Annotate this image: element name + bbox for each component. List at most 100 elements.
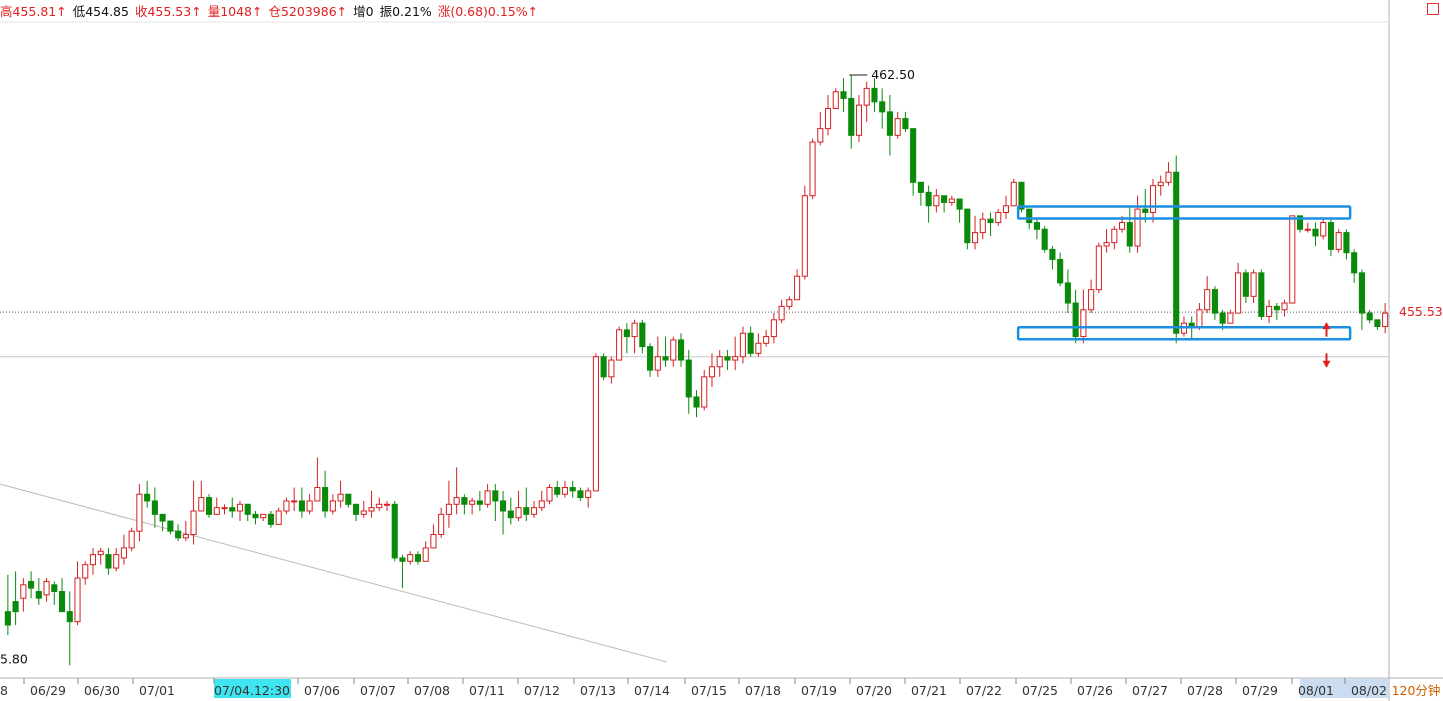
candle-up — [561, 487, 569, 495]
candle-up — [445, 503, 452, 515]
candle-up — [592, 356, 599, 492]
candle-down — [500, 500, 507, 512]
candle-up — [1266, 305, 1273, 317]
candle-up — [538, 500, 545, 509]
candle-down — [639, 322, 646, 348]
down-arrow-head — [1322, 360, 1331, 368]
period-label[interactable]: 120分钟 — [1391, 683, 1441, 698]
candle-down — [175, 530, 182, 539]
candle-up — [469, 500, 476, 505]
min-label: 5.80 — [0, 651, 28, 666]
candle-down — [205, 497, 213, 515]
candle-down — [1296, 215, 1304, 230]
date-label: 07/28 — [1187, 683, 1223, 698]
date-label: 07/22 — [966, 683, 1002, 698]
candle-up — [236, 503, 244, 512]
candle-down — [693, 396, 700, 408]
candle-up — [739, 332, 746, 358]
date-label: 07/27 — [1132, 683, 1168, 698]
maximize-icon[interactable] — [1427, 3, 1439, 15]
candle-up — [190, 510, 197, 535]
candle-up — [1080, 309, 1087, 338]
date-label: 07/20 — [856, 683, 892, 698]
candle-up — [283, 500, 290, 512]
candle-down — [1312, 228, 1319, 237]
candle-down — [167, 520, 174, 532]
candle-up — [832, 91, 839, 109]
candle-up — [530, 507, 538, 515]
candle-up — [376, 503, 383, 509]
candle-up — [585, 490, 592, 499]
date-label: 06/30 — [84, 683, 120, 698]
date-label: 07/13 — [580, 683, 616, 698]
change-value: 涨(0.68)0.15%↑ — [437, 4, 539, 19]
date-label: 07/07 — [360, 683, 396, 698]
candle-down — [492, 490, 499, 502]
candle-down — [747, 332, 754, 354]
candle-down — [1343, 232, 1350, 254]
candle-down — [917, 181, 924, 193]
candle-up — [1165, 171, 1172, 183]
candle-up — [608, 359, 615, 378]
candle-up — [329, 500, 336, 512]
candle-up — [616, 329, 623, 361]
candle-down — [523, 507, 530, 515]
candle-down — [902, 118, 909, 130]
candle-down — [12, 601, 19, 613]
date-label: 07/12 — [524, 683, 560, 698]
candle-down — [964, 208, 971, 244]
candle-up — [894, 118, 901, 136]
candle-up — [43, 580, 50, 596]
candle-down — [1358, 272, 1365, 314]
trend-line — [0, 483, 667, 663]
candle-up — [1227, 312, 1234, 324]
candle-up — [701, 376, 708, 408]
candle-up — [933, 195, 940, 207]
candle-up — [82, 564, 89, 579]
support-box — [1016, 325, 1352, 341]
candle-up — [770, 319, 777, 338]
candle-up — [484, 490, 491, 505]
candle-up — [383, 503, 391, 506]
candle-down — [848, 97, 855, 136]
date-label: 07/06 — [304, 683, 340, 698]
candle-up — [1335, 232, 1342, 250]
candle-down — [252, 513, 259, 519]
candle-down — [461, 497, 468, 505]
candle-up — [1204, 289, 1211, 311]
candle-down — [66, 611, 73, 623]
candle-down — [1219, 312, 1226, 324]
date-label: 08/01 — [1298, 683, 1334, 698]
candle-up — [1304, 228, 1311, 231]
candle-down — [105, 554, 112, 569]
candle-up — [360, 510, 367, 515]
candle-down — [1072, 302, 1079, 338]
candle-down — [51, 584, 58, 593]
candle-up — [855, 104, 863, 136]
candle-up — [732, 356, 739, 361]
date-label: 07/15 — [691, 683, 727, 698]
candle-up — [971, 232, 979, 244]
candle-up — [979, 218, 986, 234]
candle-up — [801, 195, 808, 277]
candle-up — [136, 493, 143, 532]
candle-down — [391, 503, 398, 559]
candle-up — [778, 305, 785, 321]
candle-down — [941, 195, 948, 203]
date-label: 07/29 — [1242, 683, 1278, 698]
candle-up — [1134, 208, 1141, 247]
candle-up — [1235, 272, 1242, 314]
candle-up — [89, 554, 97, 566]
candle-down — [569, 487, 576, 492]
candle-up — [221, 507, 228, 510]
candle-up — [368, 507, 375, 512]
candle-down — [1366, 312, 1373, 321]
date-label: 07/25 — [1022, 683, 1058, 698]
candle-down — [871, 87, 878, 103]
candle-up — [1095, 245, 1102, 291]
candle-up — [755, 342, 762, 354]
date-label: 8 — [0, 683, 8, 698]
candle-down — [1057, 258, 1064, 284]
candle-down — [600, 356, 607, 378]
